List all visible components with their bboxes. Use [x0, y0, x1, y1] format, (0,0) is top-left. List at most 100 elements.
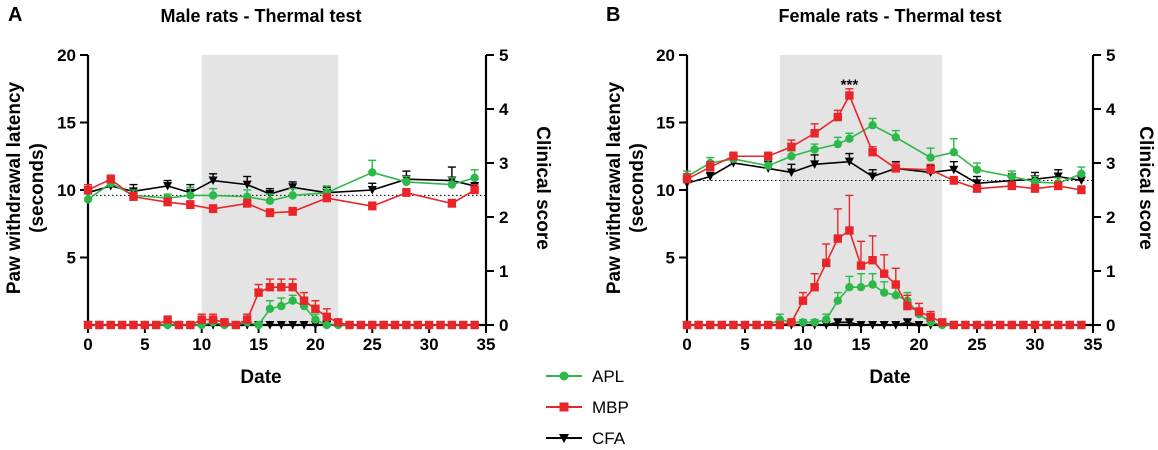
data-point	[949, 148, 958, 157]
data-point	[288, 183, 298, 192]
data-point	[764, 161, 773, 170]
y-axis-label-line-2: (seconds)	[27, 143, 48, 233]
data-point	[868, 321, 878, 330]
data-point	[1077, 185, 1086, 195]
data-point	[833, 296, 842, 305]
data-point	[729, 320, 738, 330]
y-tick-label: 10	[656, 181, 675, 200]
legend-label: MBP	[592, 398, 629, 417]
data-point	[436, 320, 445, 330]
data-point	[322, 312, 331, 322]
data-point	[845, 283, 854, 292]
data-point	[787, 318, 796, 327]
x-tick-label: 0	[83, 335, 92, 354]
data-point	[288, 296, 297, 305]
data-point	[1076, 176, 1086, 186]
data-point	[810, 129, 819, 138]
y2-tick-label: 0	[499, 316, 508, 335]
y2-tick-label: 2	[499, 208, 508, 227]
data-point	[254, 320, 263, 330]
data-point	[1065, 320, 1074, 330]
data-point	[356, 320, 366, 330]
data-point	[903, 301, 912, 311]
data-point	[891, 291, 900, 300]
y-tick-label: 15	[57, 114, 76, 133]
data-point	[984, 320, 993, 330]
data-point	[996, 320, 1005, 330]
legend-label: CFA	[592, 429, 626, 448]
data-point	[208, 176, 218, 186]
y2-axis-label: Clinical score	[532, 126, 553, 250]
data-point	[949, 176, 958, 185]
y-tick-label: 10	[57, 181, 76, 200]
data-point	[833, 234, 842, 243]
x-tick-label: 35	[477, 335, 496, 354]
data-point	[879, 321, 889, 330]
data-point	[1007, 320, 1016, 330]
data-point	[949, 320, 958, 330]
data-point	[413, 320, 422, 330]
data-point	[129, 192, 138, 201]
data-point	[706, 162, 715, 172]
data-point	[231, 320, 241, 330]
y2-tick-label: 3	[499, 154, 508, 173]
data-point	[447, 320, 457, 330]
data-point	[277, 283, 286, 292]
data-point	[83, 195, 93, 204]
data-point	[752, 320, 761, 330]
y-tick-label: 20	[57, 46, 76, 65]
data-point	[868, 172, 878, 181]
data-point	[1030, 320, 1040, 330]
score-series-mbp	[682, 194, 1086, 330]
data-point	[706, 320, 715, 330]
data-point	[705, 172, 715, 181]
data-point	[459, 320, 468, 330]
data-point	[117, 320, 127, 330]
data-point	[152, 320, 161, 330]
x-tick-label: 10	[192, 335, 211, 354]
x-tick-label: 15	[852, 335, 871, 354]
x-tick-label: 20	[306, 335, 325, 354]
y2-tick-label: 5	[499, 46, 508, 65]
legend-item-mbp: MBP	[546, 398, 629, 417]
chart-title: Female rats - Thermal test	[778, 6, 1001, 26]
x-axis-label: Date	[869, 367, 910, 388]
x-tick-label: 30	[420, 335, 439, 354]
data-point	[424, 320, 434, 330]
data-point	[1054, 181, 1063, 191]
y2-tick-label: 0	[1106, 316, 1115, 335]
data-point	[682, 320, 692, 330]
data-point	[694, 320, 703, 330]
data-point	[208, 204, 218, 214]
y-tick-label: 15	[656, 114, 675, 133]
data-point	[220, 318, 229, 327]
data-point	[798, 296, 808, 305]
data-point	[390, 320, 400, 330]
legend-marker-triangle	[559, 434, 569, 443]
data-point	[764, 152, 773, 161]
data-point	[961, 320, 970, 330]
data-point	[163, 181, 173, 191]
x-tick-label: 5	[140, 335, 149, 354]
data-point	[265, 208, 275, 218]
panel-a: A Male rats - Thermal test Date Paw with…	[4, 4, 553, 388]
panel-letter: B	[606, 4, 620, 26]
data-point	[845, 134, 854, 143]
data-point	[174, 320, 184, 330]
data-point	[277, 301, 286, 311]
data-point	[810, 145, 819, 154]
legend-item-apl: APL	[546, 367, 624, 386]
series-line	[87, 178, 476, 214]
data-point	[810, 318, 819, 327]
data-point	[288, 191, 297, 200]
data-point	[402, 177, 411, 187]
data-point	[1030, 184, 1040, 193]
data-point	[106, 320, 115, 330]
data-point	[368, 320, 377, 330]
data-point	[902, 318, 912, 327]
data-point	[368, 168, 377, 177]
data-point	[740, 320, 750, 330]
data-point	[186, 191, 195, 200]
data-point	[891, 133, 900, 142]
